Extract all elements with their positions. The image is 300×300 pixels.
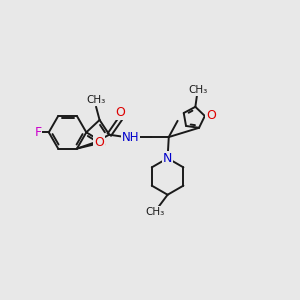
Text: NH: NH bbox=[122, 130, 139, 143]
Text: N: N bbox=[163, 152, 172, 165]
Text: O: O bbox=[206, 110, 216, 122]
Text: CH₃: CH₃ bbox=[146, 207, 165, 217]
Text: F: F bbox=[34, 126, 41, 139]
Text: O: O bbox=[94, 136, 104, 149]
Text: O: O bbox=[116, 106, 125, 118]
Text: CH₃: CH₃ bbox=[188, 85, 207, 95]
Text: CH₃: CH₃ bbox=[86, 95, 106, 105]
Text: O: O bbox=[96, 139, 105, 152]
